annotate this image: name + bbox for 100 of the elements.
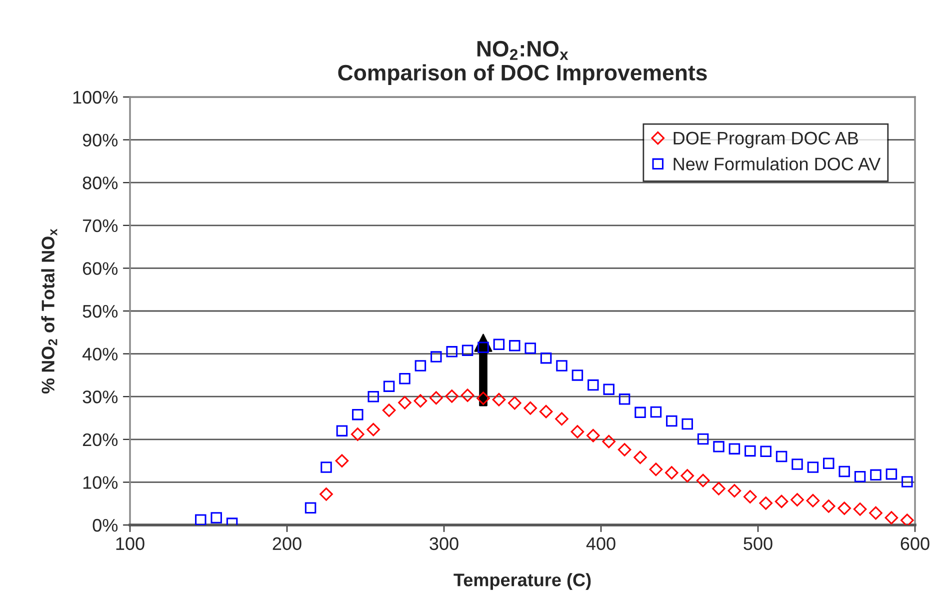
point (570, 425, 584, 438)
y-tick-label: 40% (82, 348, 118, 361)
point (572, 370, 584, 381)
y-tick-label: 30% (82, 390, 118, 404)
point (414, 394, 428, 408)
point (382, 404, 396, 417)
point (823, 458, 834, 469)
point (680, 469, 694, 482)
point (195, 514, 206, 525)
x-tick-label: 200 (272, 537, 302, 550)
point (759, 496, 773, 510)
point (603, 384, 614, 395)
point (870, 469, 882, 481)
point (335, 454, 349, 468)
x-axis-title: Temperature (C) (454, 573, 591, 590)
point (509, 340, 520, 352)
point (602, 434, 616, 448)
point (445, 390, 459, 403)
x-tick-label: 100 (116, 537, 144, 550)
point (618, 394, 630, 405)
point (884, 511, 898, 524)
y-tick-label: 70% (82, 219, 118, 232)
point (540, 352, 552, 364)
point (586, 428, 600, 442)
point (650, 406, 662, 418)
point (634, 450, 647, 464)
point (776, 450, 788, 462)
legend-label: DOE Program DOC AB (674, 132, 858, 148)
point (588, 379, 599, 391)
point (649, 462, 663, 476)
y-tick-label: 20% (82, 433, 118, 446)
point (368, 390, 379, 402)
x-tick-label: 400 (586, 537, 616, 550)
point (429, 391, 443, 405)
point (462, 344, 474, 356)
point (664, 466, 678, 480)
point (446, 346, 458, 358)
point (822, 500, 836, 513)
point (508, 396, 522, 410)
y-tick-label: 60% (82, 262, 118, 275)
y-tick-label: 90% (82, 134, 118, 147)
point (399, 373, 410, 384)
point (524, 342, 536, 354)
point (618, 443, 632, 456)
point (806, 494, 820, 508)
point (728, 484, 742, 498)
point (478, 342, 489, 354)
point (728, 443, 740, 454)
point (792, 458, 803, 470)
point (336, 425, 348, 436)
point (383, 380, 395, 392)
point (430, 351, 442, 362)
point (886, 468, 898, 480)
point (869, 506, 882, 520)
point (760, 446, 772, 458)
y-tick-label: 50% (82, 304, 118, 318)
point (744, 445, 756, 457)
point (854, 471, 866, 482)
point (697, 433, 709, 445)
point (492, 392, 506, 406)
point (713, 441, 724, 452)
x-tick-label: 500 (744, 537, 772, 550)
point (838, 502, 852, 515)
point (712, 482, 726, 496)
point (460, 388, 474, 402)
point (634, 406, 646, 418)
point (414, 360, 426, 372)
chart-title: NO$_{2}$:NO$_{x}$ Comparison of DOC Improvements (338, 40, 707, 85)
point (210, 512, 222, 524)
point (853, 502, 867, 516)
point (304, 502, 316, 514)
point (902, 476, 913, 488)
point (398, 396, 412, 410)
legend-label: New Formulation DOC AV (674, 157, 881, 170)
point (743, 490, 757, 504)
point (774, 494, 788, 508)
point (555, 412, 568, 426)
point (350, 428, 364, 441)
point (666, 415, 678, 427)
y-axis-title: % NO$_{2}$ of Total NO$_{x}$ (41, 228, 58, 394)
point (838, 466, 850, 478)
point (352, 408, 364, 420)
y-tick-label: 100% (73, 90, 118, 104)
point (524, 402, 538, 415)
y-tick-label: 80% (82, 176, 118, 190)
point (366, 422, 380, 436)
point (682, 418, 693, 430)
point (539, 404, 553, 418)
x-tick-label: 600 (900, 537, 930, 550)
y-tick-label: 0% (92, 518, 118, 532)
point (696, 474, 710, 488)
point (900, 514, 914, 525)
point (556, 360, 568, 372)
point (493, 338, 505, 350)
point (807, 462, 819, 473)
point (476, 392, 490, 405)
x-tick-label: 300 (430, 537, 458, 550)
y-tick-label: 10% (83, 476, 118, 489)
point (320, 462, 332, 473)
point (320, 488, 333, 501)
